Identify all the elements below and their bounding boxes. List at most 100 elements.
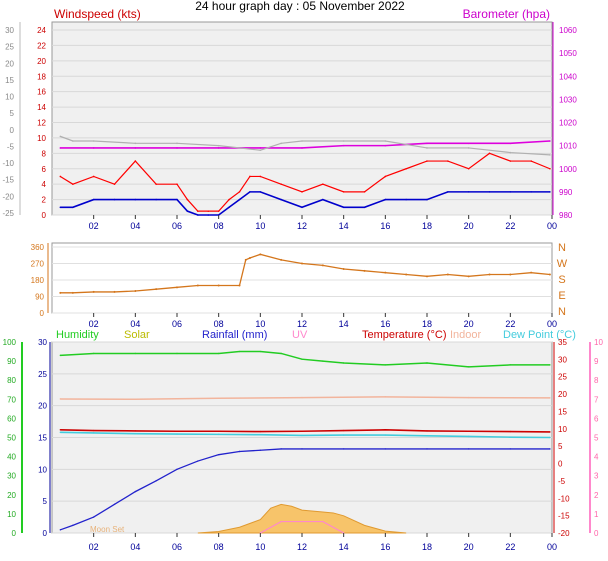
point-avg [447,191,449,193]
temp-tick: 20 [558,390,567,399]
point-series [217,430,220,432]
compass-label: N [558,306,566,318]
point-direction [446,273,449,276]
point-gust [322,183,324,185]
legend-uv: UV [292,329,308,341]
uv-tick: 1 [594,510,599,519]
point-avg [405,198,407,201]
temp-tick: 30 [558,355,567,364]
point-series [342,362,345,364]
temp-tick: 0 [558,460,563,469]
uv-tick: 9 [594,357,599,366]
uv-tick: 7 [594,395,599,404]
uv-tick: 0 [594,529,599,538]
point-baro [301,147,303,149]
x-tick-label: 12 [297,221,307,231]
point-series [467,448,470,450]
point-series [549,448,551,450]
y-left-tick: 2 [42,196,47,205]
y-outer-tick: -10 [2,159,14,168]
humidity-tick: 20 [7,491,16,500]
x-tick-label: 12 [297,319,307,329]
temp-tick: 15 [558,407,567,416]
point-series [259,449,262,451]
point-avg [509,191,512,193]
point-series [238,450,241,453]
point-series [92,432,95,434]
y-left-tick: 22 [37,41,46,50]
point-series [384,434,387,436]
point-gust [488,152,491,155]
x-tick-label: 08 [214,542,224,552]
point-series [92,516,95,518]
point-series [301,520,303,523]
point-series [509,448,512,450]
point-direction [71,291,74,294]
point-series [280,448,282,450]
point-series [549,431,551,433]
point-avg [176,198,178,201]
humidity-tick: 0 [12,529,17,538]
y-outer-tick: -5 [7,142,15,151]
point-gust [217,210,220,212]
point-series [238,350,241,353]
point-gust [228,198,230,201]
rain-tick: 5 [43,497,48,506]
point-series [176,468,178,471]
point-baro_grey [549,154,551,156]
point-series [176,352,178,355]
x-tick-label: 22 [505,542,515,552]
point-series [301,358,303,360]
dir-tick: 180 [31,276,45,285]
point-gust [342,191,345,193]
point-gust [197,210,199,212]
x-tick-label: 20 [464,319,474,329]
point-series [217,352,220,355]
point-series [59,354,62,357]
y-right-tick: 1000 [559,165,577,174]
point-series [301,434,303,437]
point-series [301,430,303,432]
uv-tick: 2 [594,491,599,500]
humidity-tick: 70 [7,395,16,404]
point-series [92,429,95,432]
point-gust [549,167,551,170]
uv-tick: 10 [594,338,603,347]
y-outer-tick: 20 [5,59,14,68]
point-gust [155,183,157,185]
point-avg [301,206,303,209]
point-series [134,398,137,400]
x-tick-label: 08 [214,221,224,231]
compass-label: N [558,242,566,254]
legend-dew: Dew Point (°C) [503,329,576,341]
humidity-tick: 90 [7,357,16,366]
x-tick-label: 04 [130,542,140,552]
point-gust [447,160,449,162]
point-direction [342,268,345,270]
point-gust [426,160,428,162]
point-series [59,529,62,531]
point-series [426,435,428,437]
x-tick-label: 10 [255,542,265,552]
y-outer-tick: 30 [5,26,14,35]
y-outer-tick: 5 [10,109,15,118]
point-series [509,436,512,438]
point-avg [249,191,251,193]
point-series [217,453,220,456]
x-tick-label: 20 [464,542,474,552]
point-baro_grey [59,135,62,138]
point-avg [426,198,428,201]
point-series [467,396,470,399]
point-baro [134,147,137,149]
page-title: 24 hour graph day : 05 November 2022 [195,0,405,13]
humidity-tick: 100 [3,338,17,347]
x-tick-label: 20 [464,221,474,231]
x-tick-label: 00 [547,319,557,329]
point-baro [426,142,428,145]
point-direction [134,290,137,292]
point-baro [549,140,551,142]
point-direction [238,284,241,287]
point-baro [342,144,345,147]
point-gust [384,175,387,178]
